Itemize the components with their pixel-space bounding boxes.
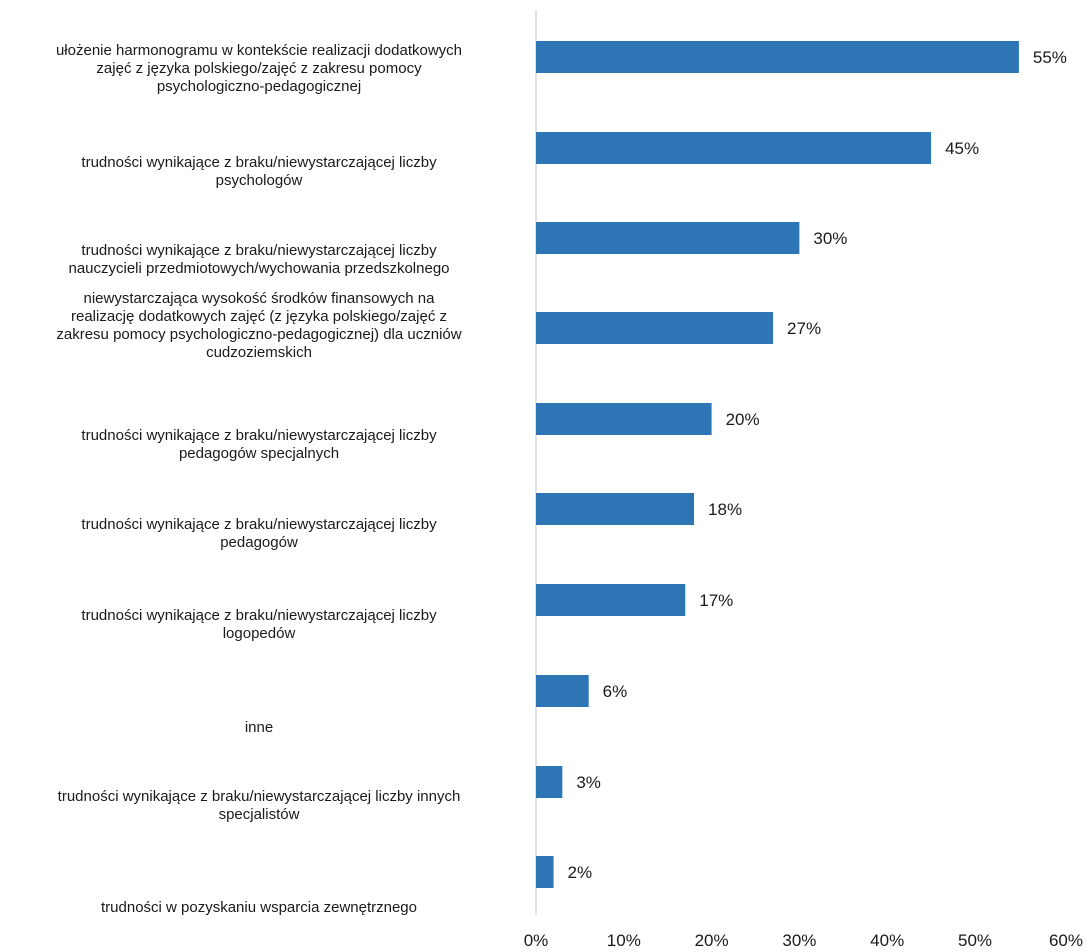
x-tick-label-0: 0% bbox=[524, 931, 549, 950]
data-label-4: 20% bbox=[726, 410, 760, 429]
data-label-1: 45% bbox=[945, 139, 979, 158]
x-tick-label-3: 30% bbox=[782, 931, 816, 950]
bar-2 bbox=[536, 222, 800, 254]
category-label-line: zakresu pomocy psychologiczno-pedagogicz… bbox=[56, 326, 462, 343]
x-tick-label-2: 20% bbox=[695, 931, 729, 950]
data-label-3: 27% bbox=[787, 319, 821, 338]
category-label-line: pedagogów bbox=[220, 534, 298, 551]
bar-1 bbox=[536, 132, 932, 164]
category-label-line: psychologiczno-pedagogicznej bbox=[156, 78, 362, 95]
category-label-8: trudności wynikające z braku/niewystarcz… bbox=[0, 788, 519, 824]
category-label-line: trudności wynikające z braku/niewystarcz… bbox=[81, 607, 437, 624]
x-tick-label-4: 40% bbox=[870, 931, 904, 950]
category-label-line: logopedów bbox=[222, 625, 296, 642]
x-tick-label-5: 50% bbox=[958, 931, 992, 950]
category-label-9: trudności w pozyskaniu wsparcia zewnętrz… bbox=[0, 899, 519, 917]
bar-8 bbox=[536, 766, 563, 798]
bar-6 bbox=[536, 584, 686, 616]
bar-3 bbox=[536, 312, 774, 344]
category-label-3: niewystarczająca wysokość środków finans… bbox=[0, 290, 519, 362]
data-label-6: 17% bbox=[699, 591, 733, 610]
category-label-line: specjalistów bbox=[218, 806, 300, 823]
category-label-6: trudności wynikające z braku/niewystarcz… bbox=[0, 607, 519, 643]
category-label-2: trudności wynikające z braku/niewystarcz… bbox=[0, 242, 519, 278]
category-label-line: trudności wynikające z braku/niewystarcz… bbox=[81, 154, 437, 171]
category-label-line: niewystarczająca wysokość środków finans… bbox=[83, 290, 435, 307]
data-label-5: 18% bbox=[708, 500, 742, 519]
category-label-4: trudności wynikające z braku/niewystarcz… bbox=[0, 427, 519, 463]
category-label-7: inne bbox=[0, 719, 519, 737]
category-label-0: ułożenie harmonogramu w kontekście reali… bbox=[0, 42, 519, 96]
bar-7 bbox=[536, 675, 589, 707]
data-label-8: 3% bbox=[576, 773, 601, 792]
category-label-line: cudzoziemskich bbox=[206, 344, 312, 361]
bar-5 bbox=[536, 493, 695, 525]
x-tick-label-6: 60% bbox=[1049, 931, 1083, 950]
data-label-9: 2% bbox=[568, 863, 593, 882]
bar-0 bbox=[536, 41, 1019, 73]
bar-4 bbox=[536, 403, 712, 435]
x-tick-label-1: 10% bbox=[607, 931, 641, 950]
category-label-line: trudności wynikające z braku/niewystarcz… bbox=[81, 242, 437, 259]
category-label-line: psychologów bbox=[215, 172, 303, 189]
category-label-line: realizację dodatkowych zajęć (z języka p… bbox=[70, 308, 447, 325]
category-label-line: ułożenie harmonogramu w kontekście reali… bbox=[55, 42, 463, 59]
data-label-0: 55% bbox=[1033, 48, 1067, 67]
category-label-line: pedagogów specjalnych bbox=[178, 445, 340, 462]
category-label-line: zajęć z języka polskiego/zajęć z zakresu… bbox=[96, 60, 422, 77]
category-label-line: inne bbox=[244, 719, 274, 736]
category-label-line: nauczycieli przedmiotowych/wychowania pr… bbox=[68, 260, 450, 277]
category-label-line: trudności wynikające z braku/niewystarcz… bbox=[81, 516, 437, 533]
category-label-5: trudności wynikające z braku/niewystarcz… bbox=[0, 516, 519, 552]
category-label-line: trudności wynikające z braku/niewystarcz… bbox=[81, 427, 437, 444]
category-label-line: trudności wynikające z braku/niewystarcz… bbox=[57, 788, 461, 805]
category-label-1: trudności wynikające z braku/niewystarcz… bbox=[0, 154, 519, 190]
data-label-2: 30% bbox=[813, 229, 847, 248]
bar-9 bbox=[536, 856, 554, 888]
category-label-line: trudności w pozyskaniu wsparcia zewnętrz… bbox=[101, 899, 417, 916]
data-label-7: 6% bbox=[603, 682, 628, 701]
